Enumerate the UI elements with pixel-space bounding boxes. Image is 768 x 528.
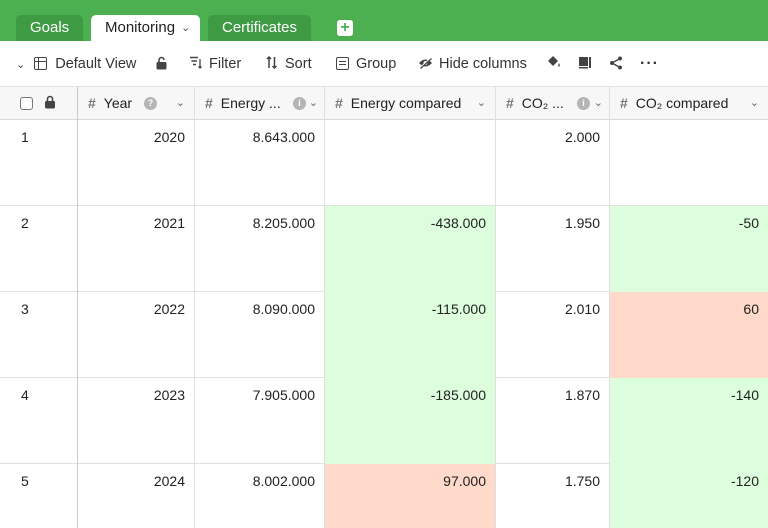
column-header-year[interactable]: # Year ? ⌄: [78, 87, 195, 120]
cell-co2[interactable]: 1.750: [496, 464, 610, 528]
view-selector[interactable]: ⌄ Default View: [16, 41, 136, 87]
table-header: # Year ? ⌄ # Energy ... i ⌄ # Energy compar…: [0, 87, 768, 120]
cell-energy-compared[interactable]: [325, 120, 496, 206]
help-icon[interactable]: ?: [144, 97, 157, 110]
info-icon[interactable]: i: [577, 97, 590, 110]
cell-energy[interactable]: 8.090.000: [195, 292, 325, 378]
cell-year[interactable]: 2024: [78, 464, 195, 528]
tab-label: Goals: [30, 19, 70, 36]
share-button[interactable]: [609, 41, 623, 87]
more-options-icon[interactable]: ···: [640, 55, 659, 72]
cell-co2[interactable]: 1.950: [496, 206, 610, 292]
table-row[interactable]: 5 2024 8.002.000 97.000 1.750 -120: [0, 464, 768, 528]
hide-columns-label: Hide columns: [439, 56, 527, 72]
paint-bucket-icon: [548, 56, 560, 67]
lock-icon[interactable]: [44, 95, 56, 109]
filter-icon: [190, 56, 202, 69]
number-type-icon: #: [88, 95, 96, 111]
column-header-energy[interactable]: # Energy ... i ⌄: [195, 87, 325, 120]
cell-co2[interactable]: 2.010: [496, 292, 610, 378]
filter-button[interactable]: Filter: [189, 41, 241, 87]
group-button[interactable]: Group: [336, 41, 396, 87]
row-number[interactable]: 3: [0, 292, 78, 378]
add-tab-button[interactable]: +: [337, 20, 353, 36]
view-label: Default View: [55, 56, 137, 72]
frozen-column-divider: [77, 87, 78, 528]
cell-energy[interactable]: 8.643.000: [195, 120, 325, 206]
sort-button[interactable]: Sort: [266, 41, 312, 87]
tab-certificates[interactable]: Certificates: [208, 15, 312, 41]
cell-co2[interactable]: 1.870: [496, 378, 610, 464]
table-row[interactable]: 4 2023 7.905.000 -185.000 1.870 -140: [0, 378, 768, 464]
cell-co2[interactable]: 2.000: [496, 120, 610, 206]
sort-icon: [266, 55, 278, 70]
table-row[interactable]: 1 2020 8.643.000 2.000: [0, 120, 768, 206]
tab-monitoring[interactable]: Monitoring ⌄: [91, 15, 201, 41]
cell-energy-compared[interactable]: -438.000: [325, 206, 496, 292]
chevron-down-icon[interactable]: ⌄: [175, 97, 185, 109]
chevron-down-icon: ⌄: [16, 59, 26, 71]
cell-year[interactable]: 2023: [78, 378, 195, 464]
column-label: Year: [103, 95, 133, 111]
cell-co2-compared[interactable]: [610, 120, 768, 206]
share-icon: [610, 56, 622, 70]
row-number[interactable]: 4: [0, 378, 78, 464]
column-header-co2-compared[interactable]: # CO₂ compared ⌄: [610, 87, 768, 120]
number-type-icon: #: [335, 95, 343, 111]
info-icon[interactable]: i: [293, 97, 306, 110]
tab-label: Certificates: [222, 19, 298, 36]
chevron-down-icon[interactable]: ⌄: [749, 97, 759, 109]
tab-bar: Goals Monitoring ⌄ Certificates +: [0, 0, 768, 41]
number-type-icon: #: [620, 95, 628, 111]
row-height-button[interactable]: [578, 41, 592, 87]
cell-co2-compared[interactable]: 60: [610, 292, 768, 378]
tab-goals[interactable]: Goals: [16, 15, 84, 41]
tab-label: Monitoring: [105, 19, 176, 36]
row-number[interactable]: 2: [0, 206, 78, 292]
cell-energy[interactable]: 8.205.000: [195, 206, 325, 292]
number-type-icon: #: [205, 95, 213, 111]
group-icon: [336, 57, 349, 70]
table-row[interactable]: 2 2021 8.205.000 -438.000 1.950 -50: [0, 206, 768, 292]
column-label: CO₂ ...: [521, 95, 564, 111]
data-grid: 1 2020 8.643.000 2.000 2 2021 8.205.000 -438.00…: [0, 120, 768, 528]
row-number[interactable]: 5: [0, 464, 78, 528]
cell-energy-compared[interactable]: 97.000: [325, 464, 496, 528]
number-type-icon: #: [506, 95, 514, 111]
cell-energy[interactable]: 8.002.000: [195, 464, 325, 528]
hide-columns-button[interactable]: Hide columns: [418, 41, 527, 87]
table-grid-icon: [34, 57, 48, 70]
lock-view-button[interactable]: [155, 41, 168, 87]
chevron-down-icon[interactable]: ⌄: [593, 97, 603, 109]
lock-icon: [156, 56, 167, 70]
table-row[interactable]: 3 2022 8.090.000 -115.000 2.010 60: [0, 292, 768, 378]
chevron-down-icon[interactable]: ⌄: [308, 97, 318, 109]
cell-co2-compared[interactable]: -50: [610, 206, 768, 292]
sort-label: Sort: [285, 56, 312, 72]
select-all-checkbox[interactable]: [20, 97, 33, 110]
color-rules-button[interactable]: [546, 41, 562, 87]
group-label: Group: [356, 56, 397, 72]
column-header-co2[interactable]: # CO₂ ... i ⌄: [496, 87, 610, 120]
cell-year[interactable]: 2020: [78, 120, 195, 206]
cell-co2-compared[interactable]: -120: [610, 464, 768, 528]
header-select-cell: [0, 87, 78, 120]
filter-label: Filter: [209, 56, 242, 72]
eye-slash-icon: [419, 57, 432, 69]
row-number[interactable]: 1: [0, 120, 78, 206]
column-label: CO₂ compared: [635, 95, 729, 111]
cell-year[interactable]: 2022: [78, 292, 195, 378]
column-label: Energy ...: [220, 95, 281, 111]
column-label: Energy compared: [350, 95, 462, 111]
column-header-energy-compared[interactable]: # Energy compared ⌄: [325, 87, 496, 120]
cell-energy[interactable]: 7.905.000: [195, 378, 325, 464]
cell-energy-compared[interactable]: -185.000: [325, 378, 496, 464]
row-height-icon: [579, 57, 591, 69]
cell-co2-compared[interactable]: -140: [610, 378, 768, 464]
chevron-down-icon[interactable]: ⌄: [181, 22, 191, 34]
cell-year[interactable]: 2021: [78, 206, 195, 292]
toolbar: ⌄ Default View Filter Sort Group Hide col…: [0, 41, 768, 87]
cell-energy-compared[interactable]: -115.000: [325, 292, 496, 378]
chevron-down-icon[interactable]: ⌄: [476, 97, 486, 109]
